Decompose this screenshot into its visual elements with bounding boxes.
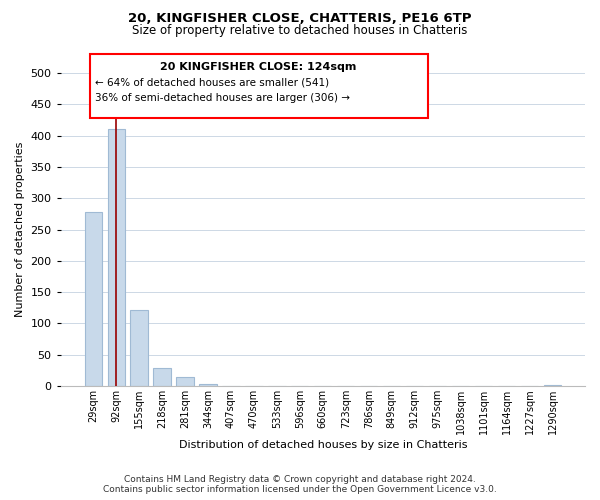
Text: 36% of semi-detached houses are larger (306) →: 36% of semi-detached houses are larger (… bbox=[95, 94, 350, 104]
Bar bbox=[130, 310, 148, 386]
X-axis label: Distribution of detached houses by size in Chatteris: Distribution of detached houses by size … bbox=[179, 440, 467, 450]
Y-axis label: Number of detached properties: Number of detached properties bbox=[15, 142, 25, 318]
Bar bbox=[154, 368, 170, 386]
Bar bbox=[85, 212, 102, 386]
Text: 20 KINGFISHER CLOSE: 124sqm: 20 KINGFISHER CLOSE: 124sqm bbox=[160, 62, 357, 72]
Text: ← 64% of detached houses are smaller (541): ← 64% of detached houses are smaller (54… bbox=[95, 78, 329, 88]
Text: Contains HM Land Registry data © Crown copyright and database right 2024.: Contains HM Land Registry data © Crown c… bbox=[124, 475, 476, 484]
Bar bbox=[544, 385, 561, 386]
Text: Size of property relative to detached houses in Chatteris: Size of property relative to detached ho… bbox=[133, 24, 467, 37]
Bar bbox=[176, 376, 194, 386]
FancyBboxPatch shape bbox=[89, 54, 428, 118]
Text: 20, KINGFISHER CLOSE, CHATTERIS, PE16 6TP: 20, KINGFISHER CLOSE, CHATTERIS, PE16 6T… bbox=[128, 12, 472, 26]
Text: Contains public sector information licensed under the Open Government Licence v3: Contains public sector information licen… bbox=[103, 485, 497, 494]
Bar bbox=[107, 130, 125, 386]
Bar bbox=[199, 384, 217, 386]
